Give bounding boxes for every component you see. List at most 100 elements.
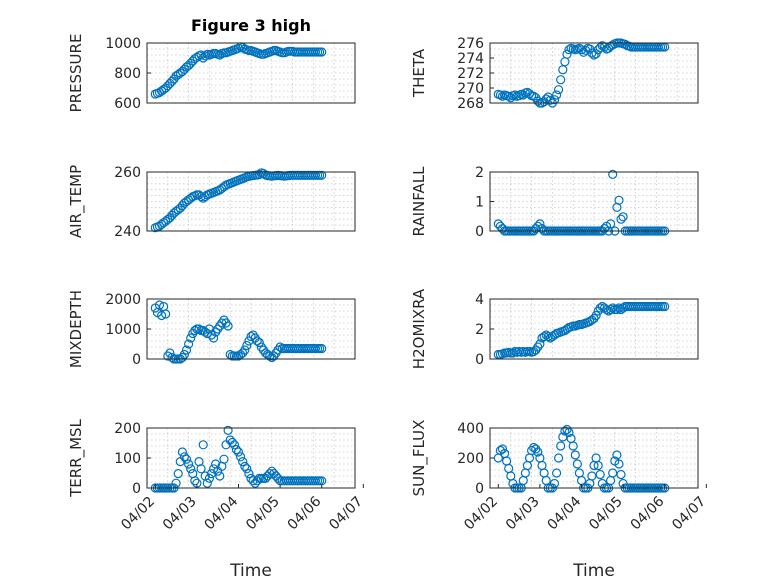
data-point bbox=[317, 47, 327, 57]
data-point bbox=[608, 468, 618, 478]
data-point bbox=[608, 169, 618, 179]
subplot-h2omixra: 4 2 0 H2OMIXRA bbox=[410, 288, 699, 369]
y-tick-label: 200 bbox=[114, 421, 141, 437]
x-axis-label-right: Time bbox=[572, 561, 615, 581]
subplot-rainfall: 2 1 0 RAINFALL bbox=[410, 165, 699, 240]
data-point bbox=[660, 301, 670, 312]
x-axis-label-left: Time bbox=[229, 561, 272, 581]
data-point bbox=[560, 426, 570, 436]
data-point bbox=[618, 212, 628, 222]
data-point bbox=[616, 469, 626, 480]
subplot-terr-msl: 200 100 0 TERR_MSL 04/02 04/03 04/04 04/05 04/06… bbox=[67, 418, 366, 533]
y-tick-label: 1000 bbox=[105, 322, 141, 338]
x-tick-label: 04/03 bbox=[503, 494, 543, 534]
data-point bbox=[497, 444, 508, 454]
data-point bbox=[595, 303, 605, 313]
data-point bbox=[202, 478, 212, 488]
data-point bbox=[179, 452, 189, 462]
data-point bbox=[173, 469, 183, 479]
data-point bbox=[612, 304, 622, 315]
data-point bbox=[215, 471, 225, 481]
data-point bbox=[522, 460, 533, 471]
data-point bbox=[242, 464, 252, 474]
data-point bbox=[556, 441, 566, 451]
data-point bbox=[204, 473, 214, 483]
x-tick-label: 04/07 bbox=[669, 494, 709, 534]
data-point bbox=[161, 309, 171, 319]
y-tick-label: 4 bbox=[475, 292, 484, 308]
data-point bbox=[533, 96, 543, 106]
x-tick-label: 04/03 bbox=[160, 494, 200, 534]
data-point bbox=[518, 475, 528, 486]
subplot-air-temp: 260 240 AIR_TEMP bbox=[67, 165, 356, 240]
y-axis-label: PRESSURE bbox=[67, 34, 85, 113]
y-tick-label: 260 bbox=[114, 165, 141, 181]
y-axis-label: RAINFALL bbox=[410, 166, 428, 237]
data-point bbox=[254, 337, 264, 348]
data-point bbox=[238, 457, 248, 467]
data-point bbox=[533, 447, 543, 457]
data-point bbox=[493, 219, 503, 229]
data-point bbox=[593, 460, 603, 471]
data-point bbox=[551, 90, 562, 100]
data-point bbox=[539, 468, 549, 478]
data-point bbox=[240, 461, 250, 471]
data-point bbox=[265, 469, 275, 479]
y-axis-label: THETA bbox=[410, 48, 428, 98]
data-point bbox=[560, 57, 570, 67]
subplot-mixdepth: 2000 1000 0 MIXDEPTH bbox=[67, 290, 356, 368]
data-point bbox=[556, 75, 566, 85]
data-point bbox=[186, 333, 196, 343]
data-point bbox=[206, 469, 217, 479]
data-point bbox=[154, 300, 165, 310]
data-point bbox=[553, 85, 564, 95]
data-point bbox=[535, 219, 545, 229]
data-point bbox=[551, 468, 562, 478]
data-point bbox=[568, 441, 578, 451]
data-point bbox=[549, 95, 560, 105]
data-point bbox=[231, 445, 241, 455]
data-point bbox=[605, 475, 616, 486]
y-tick-label: 600 bbox=[114, 96, 141, 112]
data-point bbox=[223, 425, 233, 435]
data-point bbox=[181, 345, 192, 355]
data-point bbox=[240, 345, 250, 355]
y-tick-label: 100 bbox=[114, 451, 141, 467]
y-axis-label: AIR_TEMP bbox=[67, 165, 86, 238]
x-tick-label: 04/06 bbox=[628, 493, 668, 533]
data-point bbox=[620, 39, 630, 49]
y-axis-label: H2OMIXRA bbox=[410, 288, 428, 369]
x-tick-label: 04/04 bbox=[201, 493, 241, 533]
x-tick-label: 04/04 bbox=[544, 493, 584, 533]
y-tick-label: 0 bbox=[475, 352, 484, 368]
data-point bbox=[273, 345, 283, 355]
data-point bbox=[545, 95, 555, 105]
data-point bbox=[196, 464, 206, 474]
y-tick-label: 240 bbox=[114, 224, 141, 240]
data-point bbox=[614, 195, 624, 205]
data-point bbox=[589, 313, 599, 324]
y-tick-label: 2 bbox=[475, 165, 484, 181]
y-tick-label: 0 bbox=[132, 352, 141, 368]
data-point bbox=[526, 445, 537, 456]
x-tick-label: 04/05 bbox=[243, 494, 283, 534]
data-point bbox=[196, 192, 206, 202]
x-tick-label: 04/05 bbox=[586, 494, 626, 534]
x-tick-label: 04/06 bbox=[285, 493, 325, 533]
data-point bbox=[581, 45, 591, 55]
y-tick-label: 400 bbox=[457, 421, 484, 437]
y-tick-label: 270 bbox=[457, 81, 484, 97]
data-point bbox=[209, 333, 219, 343]
data-point bbox=[157, 310, 167, 321]
data-point bbox=[177, 447, 187, 457]
data-point bbox=[605, 304, 616, 315]
data-point bbox=[504, 463, 514, 474]
data-point bbox=[605, 219, 616, 229]
data-point bbox=[242, 340, 252, 351]
data-point bbox=[317, 343, 327, 354]
data-point bbox=[233, 447, 244, 457]
data-point bbox=[184, 339, 194, 349]
y-tick-label: 0 bbox=[475, 224, 484, 240]
data-point bbox=[238, 348, 248, 358]
